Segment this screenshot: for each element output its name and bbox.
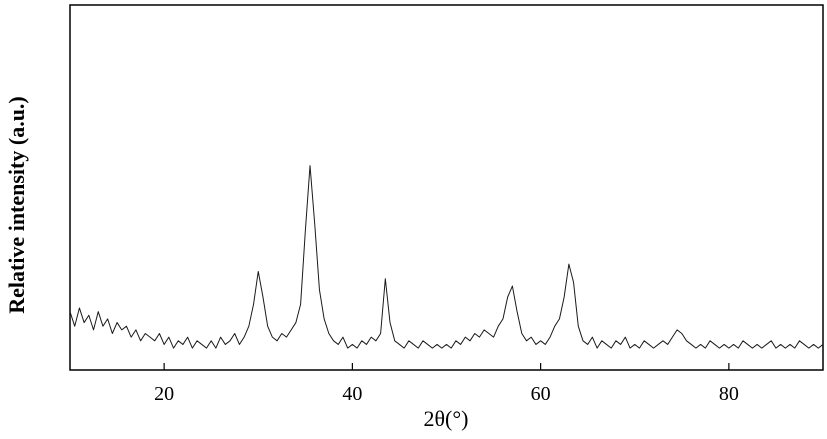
y-axis-label: Relative intensity (a.u.)	[4, 96, 29, 314]
x-tick-label: 80	[719, 383, 739, 405]
plot-frame	[69, 4, 824, 371]
x-axis-label: 2θ(°)	[424, 406, 469, 431]
x-tick-label: 60	[531, 383, 551, 405]
xrd-line	[69, 165, 824, 349]
x-tick-label: 20	[154, 383, 174, 405]
x-tick-label: 40	[342, 383, 362, 405]
